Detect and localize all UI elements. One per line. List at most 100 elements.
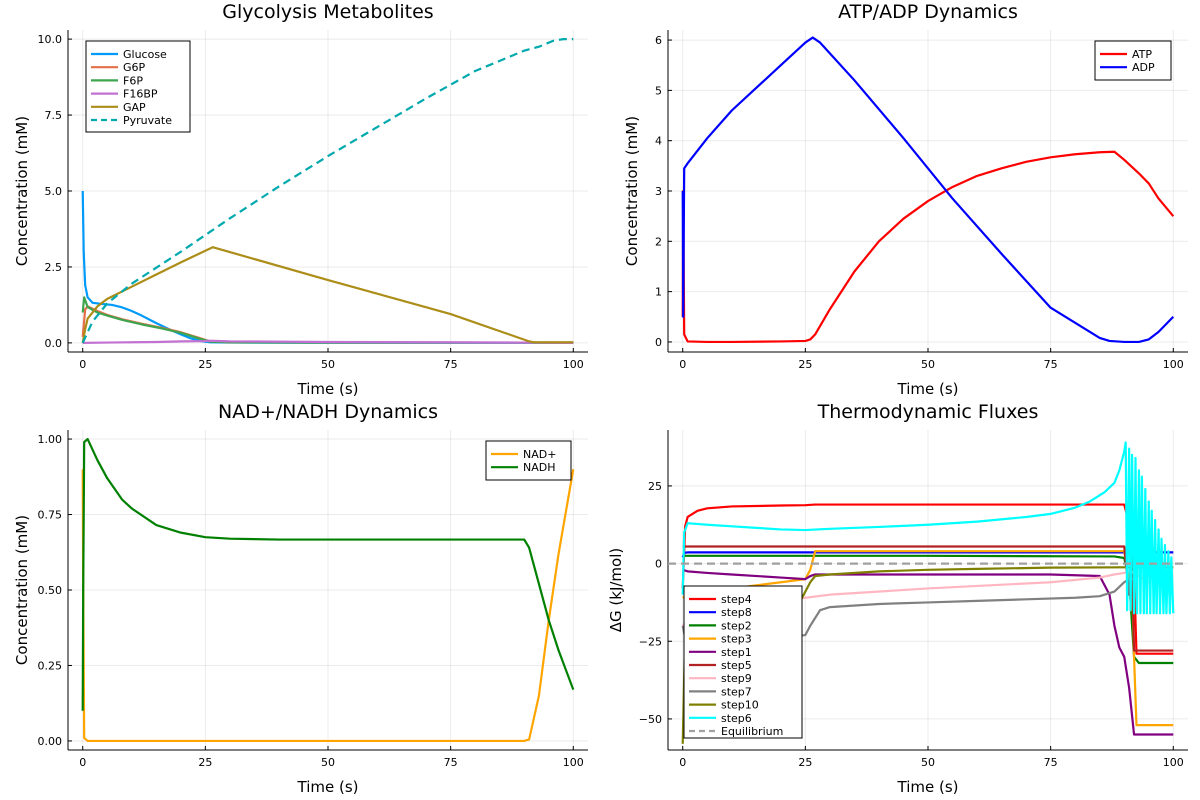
- y-tick-label: 5.0: [45, 185, 63, 198]
- legend-label-atp: ATP: [1132, 48, 1152, 61]
- legend-label-step7: step7: [721, 685, 752, 698]
- x-tick-label: 25: [798, 756, 812, 769]
- x-tick-label: 75: [444, 358, 458, 371]
- legend-label-step10: step10: [721, 699, 759, 712]
- y-tick-label: 5: [655, 84, 662, 97]
- y-tick-label: 0.75: [38, 509, 63, 522]
- series-line-adp: [681, 36, 1175, 344]
- y-axis-label: Concentration (mM): [623, 116, 641, 266]
- legend-label-step8: step8: [721, 606, 752, 619]
- legend-label-step2: step2: [721, 619, 752, 632]
- series-line-step1: [682, 568, 1174, 736]
- series-line-step5: [682, 545, 1174, 652]
- y-axis-label: Concentration (mM): [13, 515, 31, 665]
- series-group: [81, 38, 574, 344]
- chart-title: Thermodynamic Fluxes: [817, 401, 1039, 423]
- series-line-nad: [81, 469, 575, 743]
- y-tick-label: 0: [655, 558, 662, 571]
- legend-label-step4: step4: [721, 593, 752, 606]
- x-tick-label: 100: [563, 358, 584, 371]
- legend-label-step6: step6: [721, 712, 752, 725]
- series-group: [681, 36, 1175, 344]
- x-tick-label: 0: [679, 358, 686, 371]
- series-line-f16bp: [82, 339, 574, 344]
- y-tick-label: 10.0: [38, 33, 63, 46]
- legend-label-f6p: F6P: [123, 74, 143, 87]
- chart-title: Glycolysis Metabolites: [222, 1, 433, 23]
- x-axis-label: Time (s): [897, 778, 959, 796]
- x-tick-label: 75: [1044, 358, 1058, 371]
- x-tick-label: 25: [198, 756, 212, 769]
- y-tick-label: 0.0: [45, 337, 63, 350]
- legend-label-step3: step3: [721, 633, 752, 646]
- y-tick-label: 3: [655, 185, 662, 198]
- x-tick-label: 25: [798, 358, 812, 371]
- x-axis-label: Time (s): [897, 380, 959, 398]
- legend-label-g6p: G6P: [123, 61, 146, 74]
- legend-box: [485, 440, 572, 481]
- chart-title: NAD+/NADH Dynamics: [218, 401, 438, 423]
- series-line-atp: [681, 150, 1175, 344]
- x-tick-label: 25: [198, 358, 212, 371]
- x-tick-label: 100: [563, 756, 584, 769]
- y-axis-label: Concentration (mM): [13, 116, 31, 266]
- y-tick-label: 0.25: [38, 659, 63, 672]
- y-tick-label: 2: [655, 235, 662, 248]
- subplot-atp-adp-dynamics: 0 25 50 75 100 0 1 2 3 4 5 6 ATP/ADP Dynamics Time (s…: [623, 1, 1188, 398]
- series-line-nadh: [81, 437, 575, 711]
- x-tick-label: 100: [1163, 358, 1184, 371]
- subplot-glycolysis-metabolites: 0 25 50 75 100 0.0 2.5 5.0 7.5 10.0 Glycolysis Met…: [13, 1, 588, 398]
- legend-label-equilibrium: Equilibrium: [721, 725, 783, 738]
- x-tick-label: 0: [79, 756, 86, 769]
- x-tick-label: 75: [444, 756, 458, 769]
- y-tick-label: −25: [639, 635, 662, 648]
- x-tick-label: 0: [679, 756, 686, 769]
- legend-label-pyruvate: Pyruvate: [123, 114, 172, 127]
- series-line-step6: [681, 441, 1175, 615]
- legend-label-f16bp: F16BP: [123, 88, 158, 101]
- y-tick-label: 1: [655, 286, 662, 299]
- subplot-nad-nadh-dynamics: 0 25 50 75 100 0.00 0.25 0.50 0.75 1.00 NAD+/NADH …: [13, 401, 588, 796]
- y-axis-label: ΔG (kJ/mol): [607, 548, 625, 632]
- series-group: [668, 441, 1188, 744]
- legend-box: [1094, 40, 1172, 81]
- x-tick-label: 100: [1163, 756, 1184, 769]
- legend-label-gap: GAP: [123, 101, 146, 114]
- y-tick-label: 6: [655, 34, 662, 47]
- y-tick-label: 25: [648, 480, 662, 493]
- x-tick-label: 0: [79, 358, 86, 371]
- legend: step4step8step2step3step1step5step9step7…: [683, 585, 803, 739]
- series-group: [81, 437, 575, 743]
- y-tick-label: 2.5: [45, 261, 63, 274]
- series-line-step2: [682, 554, 1174, 665]
- legend-label-step9: step9: [721, 672, 752, 685]
- legend-label-glucose: Glucose: [123, 48, 167, 61]
- subplot-thermodynamic-fluxes: 0 25 50 75 100 −50 −25 0 25 Thermodynamic Fluxes T…: [607, 401, 1188, 796]
- y-tick-label: 4: [655, 135, 662, 148]
- x-axis-label: Time (s): [297, 380, 359, 398]
- y-tick-label: −50: [639, 713, 662, 726]
- y-tick-label: 0: [655, 336, 662, 349]
- legend-label-step5: step5: [721, 659, 752, 672]
- legend-box: [85, 40, 191, 133]
- x-tick-label: 50: [321, 756, 335, 769]
- legend-label-nad: NAD+: [523, 448, 556, 461]
- y-tick-label: 7.5: [45, 109, 63, 122]
- x-tick-label: 50: [321, 358, 335, 371]
- y-tick-label: 0.00: [38, 735, 63, 748]
- legend-label-step1: step1: [721, 646, 752, 659]
- legend: NAD+NADH: [485, 440, 572, 481]
- series-line-pyruvate: [81, 38, 574, 344]
- series-line-gap: [81, 246, 574, 344]
- legend-label-nadh: NADH: [523, 461, 556, 474]
- x-axis-label: Time (s): [297, 778, 359, 796]
- x-tick-label: 50: [921, 756, 935, 769]
- x-tick-label: 75: [1044, 756, 1058, 769]
- legend-label-adp: ADP: [1132, 61, 1155, 74]
- x-tick-label: 50: [921, 358, 935, 371]
- y-tick-label: 0.50: [38, 584, 63, 597]
- chart-title: ATP/ADP Dynamics: [838, 1, 1018, 23]
